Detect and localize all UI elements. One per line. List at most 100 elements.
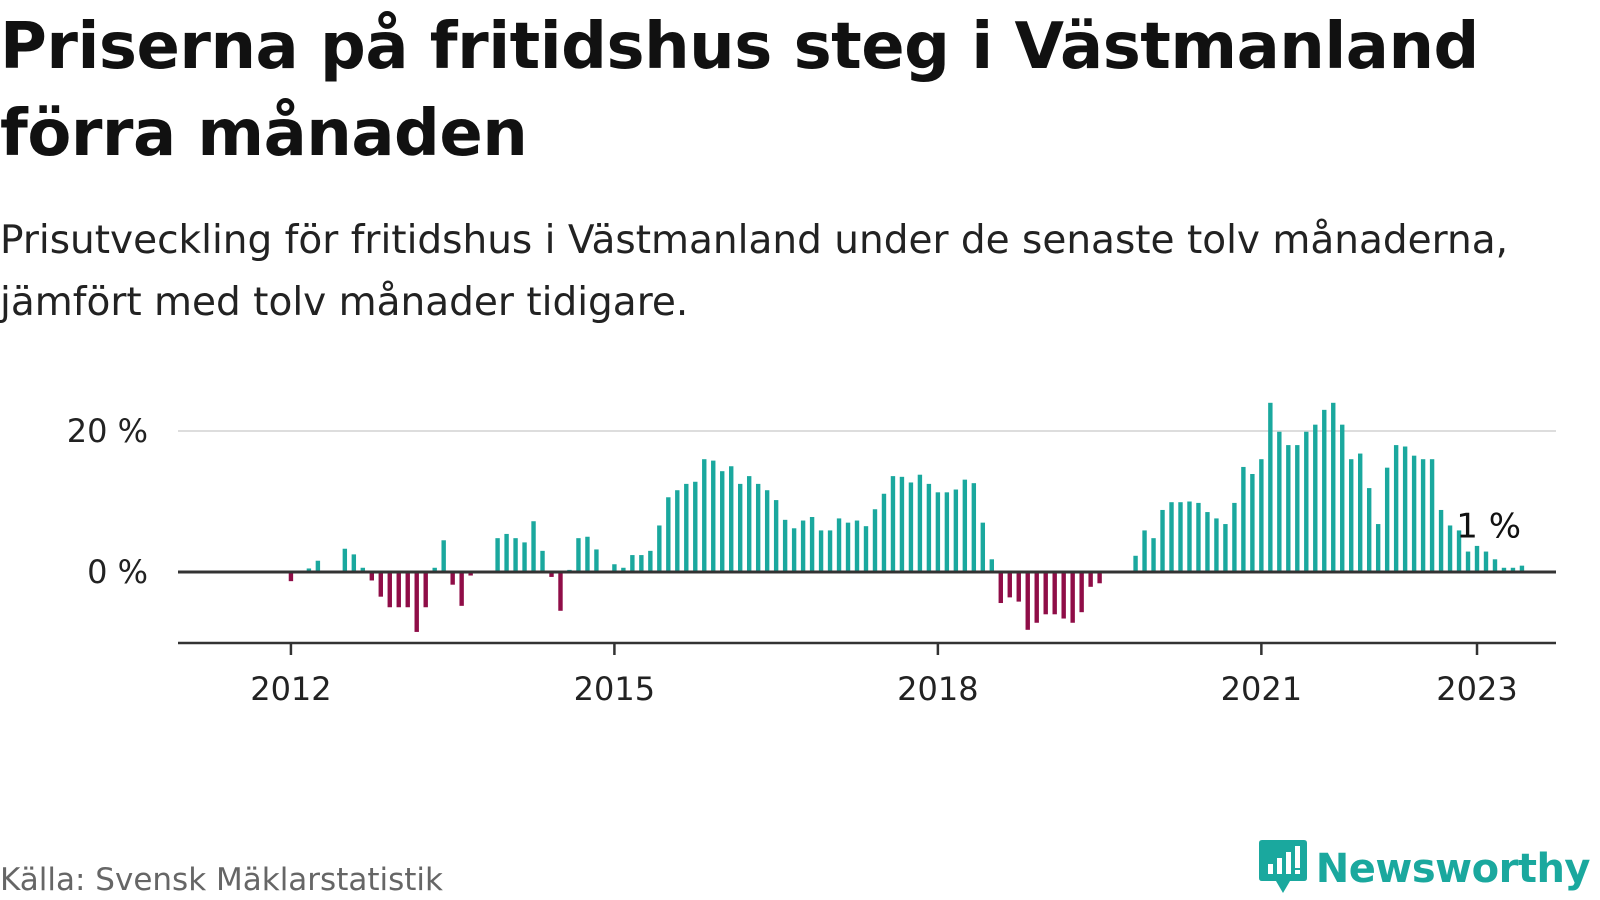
bar xyxy=(1519,565,1525,572)
bar xyxy=(1483,551,1489,572)
bar xyxy=(1286,445,1291,572)
chart-subtitle: Prisutveckling för fritidshus i Västmanl… xyxy=(0,218,1509,325)
bar xyxy=(702,459,707,572)
bar xyxy=(1169,502,1174,572)
brand-name: Newsworthy xyxy=(1315,846,1591,892)
bar xyxy=(836,518,842,572)
bar xyxy=(1340,424,1345,572)
bar xyxy=(405,572,410,608)
axes xyxy=(178,570,1556,655)
bar xyxy=(423,572,428,608)
bar xyxy=(693,481,698,572)
bar xyxy=(1438,509,1444,572)
bar xyxy=(1151,538,1156,572)
bar xyxy=(845,522,851,572)
bar xyxy=(1196,502,1201,572)
bar xyxy=(1007,572,1012,598)
bar xyxy=(1268,402,1273,572)
bar xyxy=(342,548,348,572)
bar xyxy=(1510,567,1516,572)
bar xyxy=(1393,445,1399,572)
bar xyxy=(1025,572,1030,630)
bar xyxy=(468,572,473,576)
bar xyxy=(881,493,887,572)
bar xyxy=(1474,545,1480,572)
bar xyxy=(935,492,941,572)
bar xyxy=(1501,567,1507,572)
bar xyxy=(1465,551,1471,572)
x-tick-label: 2012 xyxy=(250,670,331,708)
chart-title: Priserna på fritidshus steg i Västmanlan… xyxy=(0,10,1479,171)
bar xyxy=(495,538,500,572)
x-tick-label: 2015 xyxy=(574,670,655,708)
bar xyxy=(459,572,464,606)
bar xyxy=(1061,572,1066,619)
x-tick-label: 2023 xyxy=(1436,670,1517,708)
bar xyxy=(522,542,527,572)
bar xyxy=(1043,572,1048,615)
bar xyxy=(630,555,635,572)
bar xyxy=(863,526,869,572)
bar xyxy=(432,567,437,572)
bar xyxy=(540,550,545,572)
bar xyxy=(1420,459,1426,572)
bar xyxy=(738,483,743,573)
bar xyxy=(1016,572,1021,602)
last-value-annotation: 1 % xyxy=(1456,507,1521,547)
bar xyxy=(827,530,833,572)
bar xyxy=(684,483,689,573)
bar xyxy=(908,482,914,572)
bar xyxy=(1079,572,1084,613)
bar xyxy=(1133,555,1138,572)
bar xyxy=(450,572,455,585)
bar xyxy=(720,471,725,572)
bar xyxy=(576,538,581,572)
bar xyxy=(1429,459,1435,572)
y-tick-label: 0 % xyxy=(87,553,148,591)
bar xyxy=(1313,424,1318,572)
bar xyxy=(1375,524,1381,572)
bar xyxy=(782,519,788,572)
source-note: Källa: Svensk Mäklarstatistik xyxy=(0,862,443,898)
x-tick-label: 2018 xyxy=(897,670,978,708)
bar xyxy=(1384,467,1390,572)
bar xyxy=(1456,530,1462,572)
bar xyxy=(612,564,617,572)
bar xyxy=(1259,459,1264,572)
bar xyxy=(1366,488,1372,572)
bar xyxy=(1322,409,1327,572)
bar xyxy=(1277,431,1282,572)
bar xyxy=(441,540,446,572)
bars xyxy=(288,402,1525,632)
bar xyxy=(755,483,761,573)
bar xyxy=(1295,445,1300,572)
bar xyxy=(764,490,770,572)
bar xyxy=(773,500,779,572)
bar xyxy=(746,476,752,572)
bar xyxy=(558,572,563,611)
bar xyxy=(998,572,1003,604)
bar-chart: 0 % 20 % 2012 2015 2018 2021 2023 1 % xyxy=(67,402,1556,708)
bar xyxy=(1223,524,1228,572)
bar xyxy=(1492,559,1498,572)
bar xyxy=(729,466,734,572)
bar xyxy=(396,572,401,608)
bar xyxy=(369,572,374,581)
bar xyxy=(944,492,950,572)
bar xyxy=(818,530,824,572)
bar xyxy=(360,567,366,572)
brand-logo: Newsworthy xyxy=(1258,838,1591,900)
bar xyxy=(1052,572,1057,615)
bar xyxy=(917,474,923,572)
bar xyxy=(657,525,662,572)
x-tick-label: 2021 xyxy=(1221,670,1302,708)
bar xyxy=(648,550,653,572)
bar xyxy=(711,460,716,572)
bar xyxy=(1331,402,1336,572)
bar xyxy=(1070,572,1075,623)
bar xyxy=(675,490,680,572)
bar xyxy=(872,509,878,572)
bar xyxy=(531,521,536,572)
bar xyxy=(926,483,932,573)
bar xyxy=(1160,509,1165,572)
